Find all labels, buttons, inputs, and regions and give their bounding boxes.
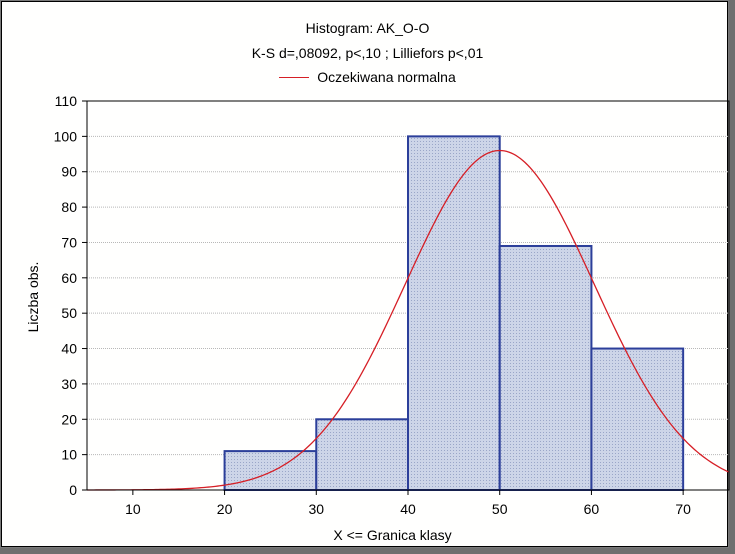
x-tick-label: 60 — [584, 501, 600, 517]
y-tick-label: 60 — [61, 270, 77, 286]
histogram-bar — [590, 347, 685, 491]
chart-subtitle: K-S d=,08092, p<,10 ; Lilliefors p<,01 — [251, 45, 484, 61]
y-tick-label: 100 — [54, 128, 78, 144]
y-axis-label: Liczba obs. — [25, 261, 41, 333]
chart-legend: Oczekiwana normalna — [0, 69, 735, 85]
x-tick-label: 10 — [125, 501, 141, 517]
y-tick-label: 10 — [61, 447, 77, 463]
y-tick-label: 90 — [61, 164, 77, 180]
histogram-bar — [407, 135, 501, 491]
x-tick-label: 30 — [308, 501, 324, 517]
legend-label: Oczekiwana normalna — [317, 69, 456, 85]
histogram-bar — [223, 450, 318, 492]
histogram-bar — [498, 244, 593, 491]
y-tick-label: 110 — [55, 93, 78, 109]
y-tick-label: 70 — [61, 234, 77, 250]
y-tick-label: 40 — [61, 341, 77, 357]
legend-line-swatch — [279, 76, 310, 78]
normal-curve — [86, 149, 730, 491]
chart-title: Histogram: AK_O-O — [305, 20, 430, 36]
y-tick-label: 50 — [61, 305, 77, 321]
y-tick-label: 0 — [69, 482, 77, 498]
y-tick-label: 20 — [61, 411, 77, 427]
x-tick-label: 20 — [217, 501, 233, 517]
x-tick-label: 70 — [675, 501, 691, 517]
histogram-bar — [315, 418, 409, 492]
y-tick-label: 80 — [61, 199, 77, 215]
x-tick-label: 50 — [492, 501, 508, 517]
x-axis-label: X <= Granica klasy — [333, 527, 452, 543]
y-tick-label: 30 — [61, 376, 77, 392]
x-tick-label: 40 — [400, 501, 416, 517]
